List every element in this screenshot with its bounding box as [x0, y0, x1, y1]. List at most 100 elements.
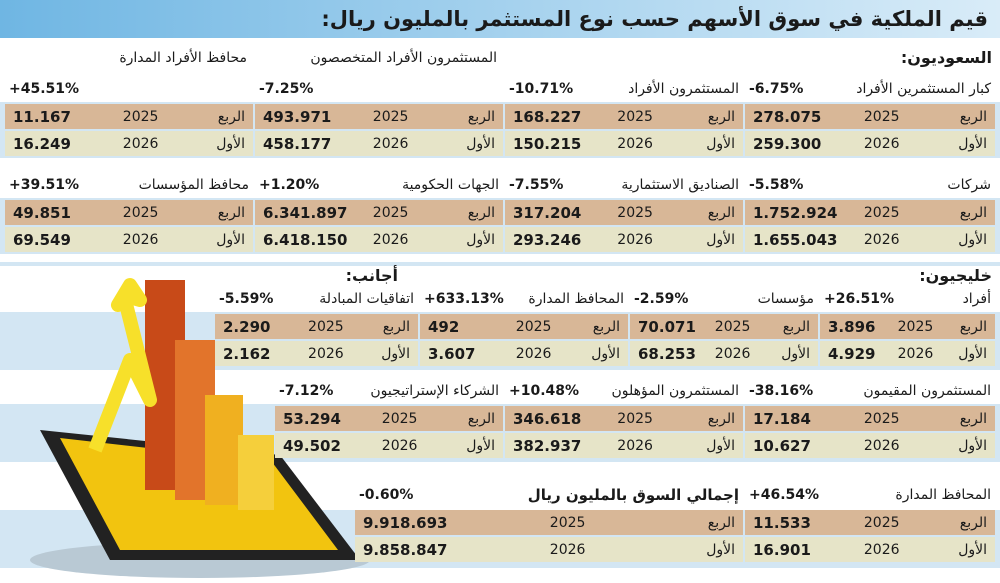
block-name: محافظ الأفراد المدارة [119, 50, 247, 66]
block: مؤسسات -2.59% الربع 2025 70.071 الأول 2026 68.2… [630, 286, 818, 366]
block-header: الجهات الحكومية +1.20% [255, 172, 503, 198]
block: شركات -5.58% الربع 2025 1.752.924 الأول 2026 1.… [745, 172, 995, 252]
year: 2026 [714, 345, 751, 362]
change: -6.75% [749, 81, 804, 97]
value: 17.184 [753, 409, 811, 428]
year: 2025 [122, 204, 159, 221]
change: -7.12% [279, 383, 334, 399]
row-label: الأول [958, 135, 987, 152]
change: -10.71% [509, 81, 574, 97]
year: 2025 [897, 318, 934, 335]
row-label: الأول [706, 437, 735, 454]
row-label: الربع [467, 204, 495, 221]
block-header: اتفاقيات المبادلة -5.59% [215, 286, 418, 312]
value-row: الأول 2026 458.177 [255, 131, 503, 156]
row-label: الأول [706, 231, 735, 248]
block-header: كبار المستثمرين الأفراد -6.75% [745, 76, 995, 102]
value-row: الأول 2026 16.901 [745, 537, 995, 562]
value: 1.752.924 [753, 203, 838, 222]
row-label: الربع [592, 318, 620, 335]
value-row: الربع 2025 1.752.924 [745, 200, 995, 225]
phone-illustration [30, 278, 370, 578]
block-name: أفراد [962, 291, 991, 307]
value-row: الربع 2025 70.071 [630, 314, 818, 339]
change: +46.54% [749, 487, 820, 503]
block-header: محافظ المؤسسات +39.51% [5, 172, 253, 198]
year: 2025 [515, 318, 552, 335]
value-row: الأول 2026 150.215 [505, 131, 743, 156]
row-label: الربع [959, 108, 987, 125]
row-label: الربع [707, 204, 735, 221]
value-row: الأول 2026 1.655.043 [745, 227, 995, 252]
value: 293.246 [513, 230, 582, 249]
value-row: الربع 2025 49.851 [5, 200, 253, 225]
value: 70.071 [638, 317, 696, 336]
section-heading: السعوديون: [900, 48, 992, 67]
value: 3.607 [428, 344, 476, 363]
year: 2025 [714, 318, 751, 335]
block-header: المستثمرون المؤهلون +10.48% [505, 378, 743, 404]
block-name: كبار المستثمرين الأفراد [856, 81, 991, 97]
value: 346.618 [513, 409, 582, 428]
year: 2025 [122, 108, 159, 125]
block-header: أفراد +26.51% [820, 286, 995, 312]
value-row: الربع 2025 346.618 [505, 406, 743, 431]
value: 458.177 [263, 134, 332, 153]
value-row: الربع 2025 3.896 [820, 314, 995, 339]
block: اتفاقيات المبادلة -5.59% الربع 2025 2.290 الأ… [215, 286, 418, 366]
change: +10.48% [509, 383, 580, 399]
block-header: إجمالي السوق بالمليون ريال -0.60% [355, 482, 743, 508]
value: 16.901 [753, 540, 811, 559]
block-header: -7.25% [255, 76, 503, 102]
block-name: المحافظ المدارة [895, 487, 991, 503]
value: 9.918.693 [363, 513, 448, 532]
row-label: الأول [958, 231, 987, 248]
value-row: الربع 2025 317.204 [505, 200, 743, 225]
block: المستثمرون المؤهلون +10.48% الربع 2025 346.6… [505, 378, 743, 458]
block-header: المحافظ المدارة +46.54% [745, 482, 995, 508]
value: 4.929 [828, 344, 876, 363]
row-label: الأول [958, 541, 987, 558]
value: 3.896 [828, 317, 876, 336]
row-label: الأول [591, 345, 620, 362]
change: -5.58% [749, 177, 804, 193]
value-row: الربع 2025 168.227 [505, 104, 743, 129]
row-label: الأول [216, 135, 245, 152]
row-label: الأول [781, 345, 810, 362]
row-label: الربع [707, 514, 735, 531]
title-bar [0, 0, 1000, 38]
value: 10.627 [753, 436, 811, 455]
year: 2026 [372, 135, 409, 152]
change: +633.13% [424, 291, 504, 307]
block-name: المستثمرون المقيمون [863, 383, 991, 399]
value-row: الأول 2026 9.858.847 [355, 537, 743, 562]
value-row: الأول 2026 293.246 [505, 227, 743, 252]
value: 9.858.847 [363, 540, 448, 559]
value-row: الربع 2025 493.971 [255, 104, 503, 129]
bar-art [205, 395, 243, 505]
band [0, 262, 1000, 266]
value-row: الأول 2026 69.549 [5, 227, 253, 252]
change: -7.25% [259, 81, 314, 97]
block-header: +45.51% [5, 76, 253, 102]
row-label: الربع [467, 410, 495, 427]
title: قيم الملكية في سوق الأسهم حسب نوع المستث… [321, 7, 988, 31]
value-row: الأول 2026 382.937 [505, 433, 743, 458]
value: 1.655.043 [753, 230, 838, 249]
year: 2026 [863, 437, 900, 454]
value-row: الأول 2026 259.300 [745, 131, 995, 156]
arrow-art [88, 278, 157, 453]
bar-art [238, 435, 274, 510]
year: 2025 [863, 410, 900, 427]
value: 11.533 [753, 513, 811, 532]
block: محافظ المؤسسات +39.51% الربع 2025 49.851 الأو… [5, 172, 253, 252]
value: 49.502 [283, 436, 341, 455]
year: 2025 [617, 410, 653, 427]
value: 6.341.897 [263, 203, 348, 222]
year: 2025 [863, 108, 900, 125]
block: الصناديق الاستثمارية -7.55% الربع 2025 317.2… [505, 172, 743, 252]
year: 2026 [897, 345, 934, 362]
block-name: اتفاقيات المبادلة [319, 291, 414, 307]
change: -0.60% [359, 487, 414, 503]
year: 2026 [122, 231, 159, 248]
